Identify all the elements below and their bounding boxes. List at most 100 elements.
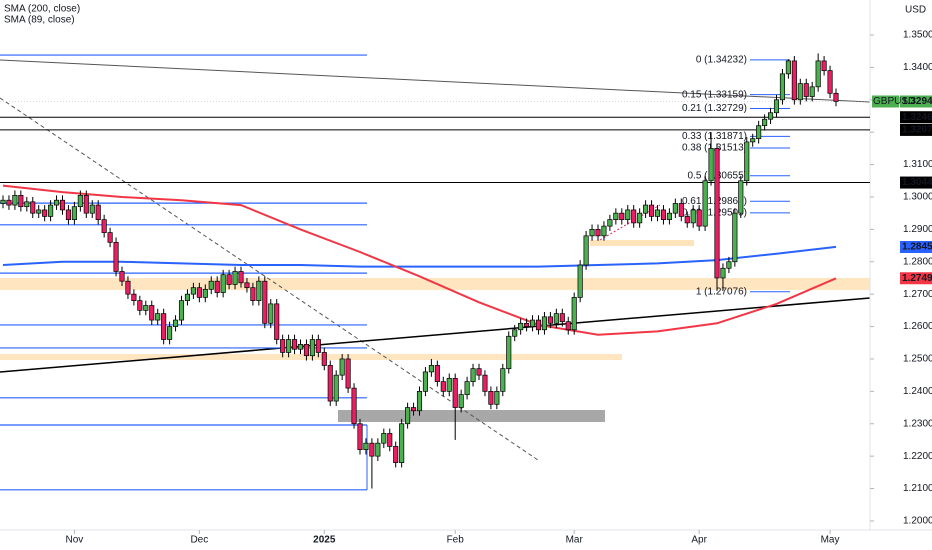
candle-body [6, 199, 12, 206]
x-tick-label: May [821, 535, 840, 546]
candle-body [226, 274, 232, 285]
candle-body [155, 313, 161, 321]
candle-body [190, 287, 196, 295]
y-tick-label: 1.21000 [903, 483, 932, 494]
candle-body [286, 339, 292, 353]
candle-body [303, 344, 310, 357]
price-tag [900, 240, 932, 253]
candle-body [506, 335, 512, 370]
candle-body [297, 344, 304, 350]
candle-body [553, 313, 559, 324]
candle-body [666, 212, 672, 220]
candle-body [125, 280, 131, 295]
candle-body [458, 394, 464, 408]
candle-body [351, 387, 357, 425]
y-tick-label: 1.27000 [903, 289, 932, 300]
grey-zone [338, 410, 605, 422]
candle-body [821, 60, 827, 71]
y-tick-label: 1.23000 [903, 418, 932, 429]
candle-body [702, 180, 708, 227]
x-tick-label: Mar [566, 535, 584, 546]
price-tag-label: 1.30445 [902, 177, 932, 188]
candle-body [535, 319, 542, 331]
dashed-trendline [0, 97, 539, 461]
candle-body [280, 339, 286, 353]
candle-body [446, 378, 452, 392]
candle-body [167, 326, 173, 340]
y-tick-label: 1.20000 [903, 516, 932, 527]
candle-body [744, 141, 750, 182]
candle-body [30, 201, 36, 214]
candle-body [381, 433, 387, 444]
legend-label: SMA (200, close) [4, 4, 80, 15]
candle-body [512, 329, 518, 337]
candle-body [238, 271, 244, 284]
candle-body [529, 319, 536, 327]
candle-body [452, 378, 458, 408]
candle-body [619, 212, 625, 220]
sma-line [2, 184, 837, 336]
candle-body [387, 433, 393, 447]
fib-label: 0 (1.34232) [696, 55, 747, 66]
price-tag [900, 272, 932, 285]
candle-body [750, 138, 756, 143]
candle-body [791, 60, 797, 101]
candle-body [173, 319, 179, 327]
candle-body [690, 209, 696, 224]
candle-body [65, 209, 72, 220]
candle-body [143, 305, 149, 311]
candle-body [678, 203, 684, 217]
candle-body [684, 216, 690, 224]
candle-body [53, 199, 60, 206]
candle-body [637, 212, 643, 224]
candle-body [803, 83, 809, 97]
candle-body [315, 339, 321, 353]
candle-body [470, 368, 476, 382]
y-tick-label: 1.28000 [903, 256, 932, 267]
y-tick-label: 1.24000 [903, 386, 932, 397]
candle-body [202, 288, 208, 298]
candle-body [399, 423, 405, 463]
candle-body [518, 322, 524, 331]
candle-body [262, 280, 268, 324]
candle-body [601, 225, 607, 237]
candle-body [577, 264, 583, 298]
y-tick-label: 1.25000 [903, 354, 932, 365]
legend-label: SMA (89, close) [4, 15, 75, 26]
y-tick-label: 1.31000 [903, 159, 932, 170]
candle-body [672, 203, 678, 214]
candle-body [589, 229, 595, 237]
candle-body [77, 194, 83, 208]
candle-body [809, 86, 815, 97]
candle-body [482, 374, 488, 392]
y-tick-label: 1.35000 [903, 30, 932, 41]
candle-body [196, 287, 202, 298]
candle-body [565, 321, 571, 331]
price-tag [900, 111, 932, 124]
candle-body [357, 423, 363, 451]
candle-body [274, 303, 280, 340]
y-tick-label: 1.30000 [903, 192, 932, 203]
candle-body [24, 201, 30, 208]
candle-body [208, 280, 214, 290]
candle-body [393, 446, 399, 463]
y-tick-label: 1.34000 [903, 62, 932, 73]
candle-body [779, 73, 786, 101]
candle-body [345, 358, 351, 389]
symbol-tag-label: GBPUSD [873, 96, 915, 107]
price-tag-label: 1.32462 [902, 112, 932, 123]
candle-body [708, 148, 714, 182]
candle-body [833, 92, 839, 102]
y-tick-label: 1.26000 [903, 321, 932, 332]
candle-body [149, 305, 155, 321]
candle-body [648, 204, 655, 217]
candle-body [660, 209, 667, 220]
candle-body [36, 209, 42, 214]
symbol-tag [872, 95, 899, 108]
candle-body [785, 60, 791, 75]
candle-body [434, 365, 440, 382]
candle-body [184, 293, 191, 301]
candle-body [654, 209, 661, 217]
candle-body [309, 339, 315, 357]
